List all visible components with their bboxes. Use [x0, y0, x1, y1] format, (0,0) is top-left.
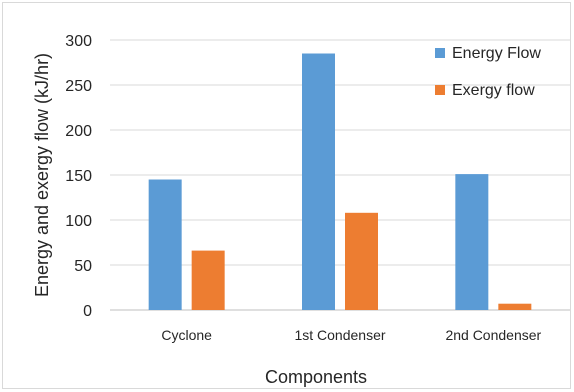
- bar-exergy: [498, 303, 532, 310]
- y-tick-labels: 0 50 100 150 200 250 300: [65, 33, 92, 320]
- bars: [148, 53, 532, 310]
- y-tick-label: 100: [65, 213, 92, 230]
- y-tick-label: 0: [83, 303, 92, 320]
- legend-label: Exergy flow: [452, 82, 535, 99]
- y-tick-label: 300: [65, 33, 92, 50]
- category-label: 1st Condenser: [294, 327, 385, 343]
- legend-label: Energy Flow: [452, 45, 541, 62]
- gridlines: [110, 39, 570, 311]
- bar-energy: [302, 53, 335, 310]
- bar-exergy: [191, 250, 225, 310]
- y-tick-label: 150: [65, 168, 92, 185]
- category-label: Cyclone: [161, 327, 212, 343]
- legend-swatch: [435, 85, 445, 95]
- y-axis-title: Energy and exergy flow (kJ/hr): [32, 53, 52, 297]
- y-tick-label: 200: [65, 123, 92, 140]
- category-label: 2nd Condenser: [445, 327, 541, 343]
- y-tick-label: 250: [65, 78, 92, 95]
- legend: Energy Flow Exergy flow: [435, 45, 541, 99]
- category-labels: Cyclone 1st Condenser 2nd Condenser: [161, 327, 541, 343]
- bar-energy: [148, 179, 182, 310]
- y-tick-label: 50: [74, 258, 92, 275]
- legend-swatch: [435, 48, 445, 58]
- x-axis-title: Components: [265, 367, 367, 387]
- bar-energy: [455, 174, 489, 310]
- bar-exergy: [345, 212, 378, 310]
